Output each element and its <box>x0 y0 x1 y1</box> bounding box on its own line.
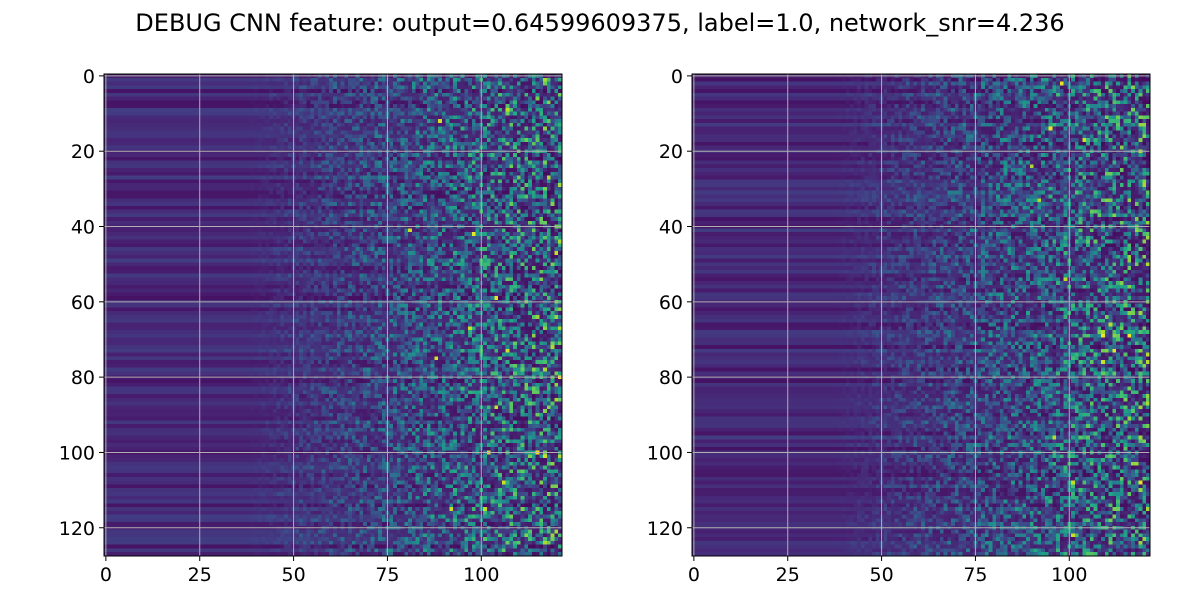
y-tick-label: 40 <box>659 217 683 239</box>
x-tick-label: 25 <box>188 564 212 586</box>
x-tick-label: 75 <box>375 564 399 586</box>
x-tick-label: 0 <box>100 564 112 586</box>
y-tick-label: 0 <box>83 66 95 88</box>
y-tick-label: 0 <box>671 66 683 88</box>
y-tick-label: 100 <box>647 442 683 464</box>
y-tick-label: 80 <box>71 367 95 389</box>
axes-frame <box>103 73 563 557</box>
heatmap-panel-left: 0 25 50 75 100 0 20 40 60 80 100 120 <box>59 66 563 586</box>
x-tick-label: 0 <box>688 564 700 586</box>
y-tick-label: 120 <box>647 518 683 540</box>
figure-title: DEBUG CNN feature: output=0.64599609375,… <box>135 9 1065 37</box>
y-tick-label: 60 <box>71 292 95 314</box>
axes-frame <box>691 73 1151 557</box>
x-tick-label: 50 <box>281 564 305 586</box>
x-tick-label: 75 <box>963 564 987 586</box>
x-tick-label: 50 <box>869 564 893 586</box>
y-tick-label: 120 <box>59 518 95 540</box>
heatmap-panel-right: 0 25 50 75 100 0 20 40 60 80 100 120 <box>647 66 1151 586</box>
y-tick-label: 20 <box>659 141 683 163</box>
y-tick-label: 80 <box>659 367 683 389</box>
x-tick-label: 100 <box>463 564 499 586</box>
heatmap-cells <box>692 74 1150 556</box>
heatmap-cells <box>104 74 562 556</box>
x-tick-label: 25 <box>776 564 800 586</box>
y-tick-label: 60 <box>659 292 683 314</box>
y-tick-label: 20 <box>71 141 95 163</box>
y-tick-label: 100 <box>59 442 95 464</box>
x-tick-label: 100 <box>1051 564 1087 586</box>
y-tick-label: 40 <box>71 217 95 239</box>
